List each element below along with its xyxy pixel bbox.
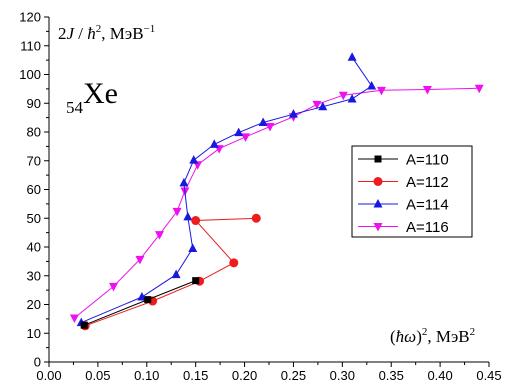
series-a-114 (76, 52, 377, 327)
data-point (234, 127, 244, 137)
data-point (109, 282, 119, 292)
series-layer (69, 52, 484, 331)
y-tick-label: 120 (19, 10, 41, 25)
data-point (144, 296, 152, 304)
x-tick-label: 0.45 (476, 368, 501, 383)
x-tick-label: 0.30 (330, 368, 355, 383)
data-point (80, 321, 88, 329)
data-point (188, 243, 198, 252)
data-point (376, 86, 386, 96)
data-point (179, 177, 189, 187)
ylabel-var: J (67, 24, 76, 43)
data-point (265, 123, 275, 132)
data-point (347, 93, 357, 103)
series-line (84, 280, 196, 326)
data-point (135, 255, 145, 265)
x-tick-label: 0.20 (232, 368, 257, 383)
y-tick-label: 0 (34, 355, 41, 370)
legend-frame (351, 145, 473, 238)
x-tick-label: 0.00 (36, 368, 61, 383)
y-tick-label: 30 (27, 268, 41, 283)
xlabel-unit: , МэВ (427, 327, 469, 346)
data-point (191, 216, 201, 226)
data-point (251, 213, 261, 223)
y-tick-label: 40 (27, 240, 41, 255)
y-tick-label: 80 (27, 125, 41, 140)
y-tick-label: 20 (27, 297, 41, 312)
series-line (85, 217, 257, 327)
y-tick-label: 10 (27, 326, 41, 341)
x-tick-label: 0.40 (427, 368, 452, 383)
x-tick-label: 0.10 (134, 368, 159, 383)
axes: 0.00 0.05 0.10 0.15 0.20 0.25 0.30 0.35 0.40 0.45… (19, 10, 501, 384)
data-point (338, 91, 348, 101)
series-a-110 (80, 277, 200, 329)
y-tick-label: 90 (27, 96, 41, 111)
legend-marker (374, 155, 382, 163)
data-point (189, 155, 199, 164)
legend-marker (373, 223, 383, 232)
legend-label: A=110 (406, 152, 449, 169)
xlabel-paren-open: ( (390, 327, 396, 346)
x-axis-label: (ħω)2, МэВ2 (390, 326, 475, 346)
ylabel-mid: / (74, 24, 87, 43)
data-point (154, 231, 164, 240)
series-a-112 (80, 213, 261, 331)
data-point (229, 258, 239, 268)
data-point (312, 100, 322, 110)
y-tick-label: 110 (20, 38, 41, 53)
x-tick-label: 0.35 (379, 368, 404, 383)
data-point (422, 85, 432, 95)
ylabel-prefix: 2 (58, 24, 67, 43)
y-tick-label: 100 (19, 67, 41, 82)
data-point (474, 84, 484, 94)
legend-label: A=114 (406, 197, 449, 214)
xlabel-unit-sup: 2 (470, 326, 476, 338)
ylabel-unit-sup: −1 (144, 23, 156, 35)
data-point (137, 292, 147, 301)
y-tick-label: 60 (27, 182, 41, 197)
y-axis-label: 2J / ħ2, МэВ−1 (58, 23, 155, 43)
data-point (183, 211, 193, 221)
legend-marker (373, 199, 383, 208)
legend-item: A=114 (358, 197, 449, 214)
legend-marker (373, 177, 383, 186)
data-point (171, 269, 181, 279)
legend-label: A=112 (406, 174, 449, 191)
xlabel-paren-close: ) (416, 327, 422, 346)
xlabel-var: ω (404, 327, 416, 346)
nucleus-mass-number: 54 (66, 98, 84, 117)
legend-item: A=112 (358, 174, 449, 191)
y-tick-label: 70 (27, 153, 41, 168)
nucleus-label: 54Xe (66, 77, 118, 117)
series-line (81, 57, 373, 324)
xlabel-sup: 2 (422, 326, 428, 338)
ylabel-hbar: ħ (87, 24, 96, 43)
x-tick-label: 0.25 (281, 368, 306, 383)
x-tick-label: 0.05 (85, 368, 110, 383)
x-tick-label: 0.15 (183, 368, 208, 383)
data-point (192, 277, 200, 285)
data-point (288, 109, 298, 118)
xlabel-hbar: ħ (396, 327, 405, 346)
data-point (318, 101, 328, 111)
legend-item: A=116 (358, 219, 449, 236)
ylabel-sup: 2 (96, 23, 102, 35)
data-point (258, 117, 268, 127)
ylabel-unit: , МэВ (101, 24, 143, 43)
nucleus-symbol: Xe (83, 77, 118, 110)
legend: A=110 A=112 A=114 A=116 (351, 145, 473, 238)
data-point (347, 52, 357, 61)
data-point (172, 207, 182, 217)
y-tick-label: 50 (27, 211, 41, 226)
legend-label: A=116 (406, 219, 449, 236)
data-point (209, 139, 219, 148)
data-point (69, 314, 79, 324)
data-point (367, 81, 377, 90)
legend-item: A=110 (358, 152, 449, 169)
data-point (241, 133, 251, 142)
